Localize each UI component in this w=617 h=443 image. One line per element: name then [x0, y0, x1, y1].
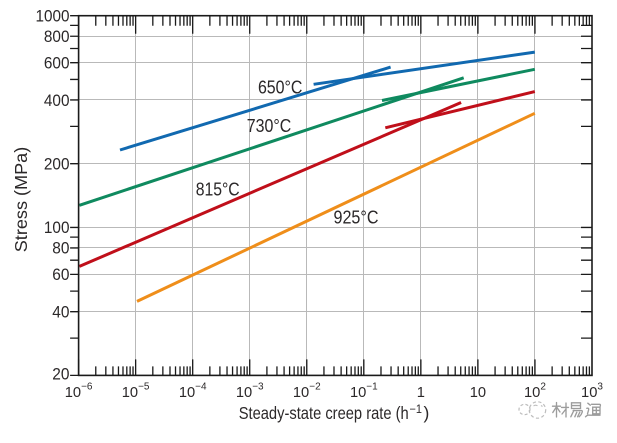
- svg-text:20: 20: [52, 364, 69, 383]
- svg-text:Stress (MPa): Stress (MPa): [11, 147, 31, 253]
- svg-text:60: 60: [52, 265, 69, 284]
- svg-text:925°C: 925°C: [334, 207, 379, 228]
- svg-text:600: 600: [44, 53, 70, 72]
- svg-text:40: 40: [52, 302, 69, 321]
- svg-text:200: 200: [44, 154, 70, 173]
- svg-text:Steady-state creep rate (h: Steady-state creep rate (h: [239, 403, 409, 423]
- svg-text:100: 100: [44, 218, 70, 237]
- svg-text:1000: 1000: [36, 7, 70, 26]
- svg-text:1: 1: [417, 385, 425, 401]
- svg-text:730°C: 730°C: [247, 115, 292, 136]
- svg-text:800: 800: [44, 27, 70, 46]
- svg-text:10: 10: [470, 385, 486, 401]
- svg-text:−1: −1: [410, 404, 423, 416]
- svg-text:815°C: 815°C: [196, 179, 240, 200]
- svg-text:): ): [424, 403, 430, 423]
- svg-text:650°C: 650°C: [258, 77, 303, 98]
- svg-text:400: 400: [44, 91, 70, 110]
- svg-text:80: 80: [52, 239, 69, 258]
